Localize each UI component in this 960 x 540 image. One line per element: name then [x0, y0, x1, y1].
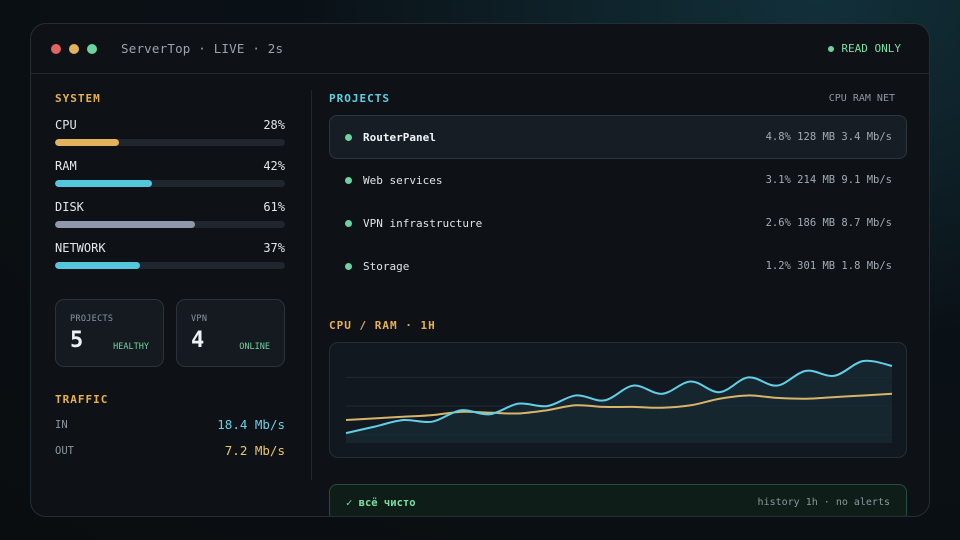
project-stats: 2.6% 186 MB 8.7 Mb/s: [765, 217, 892, 229]
metric-name: DISK: [55, 200, 84, 214]
project-status-dot-icon: [345, 262, 352, 270]
metric-value: 28%: [263, 118, 285, 132]
metric-ram: RAM 42%: [55, 159, 285, 187]
progress-track: [55, 180, 285, 187]
right-panel: PROJECTS CPU RAM NET RouterPanel 4.8% 12…: [329, 92, 907, 516]
projects-section-label: PROJECTS: [329, 92, 390, 105]
project-name: VPN infrastructure: [363, 216, 483, 230]
metric-value: 42%: [263, 159, 285, 173]
project-row[interactable]: VPN infrastructure 2.6% 186 MB 8.7 Mb/s: [329, 201, 907, 245]
card-label: PROJECTS: [70, 314, 114, 324]
title-bar: ServerTop · LIVE · 2s READ ONLY: [31, 24, 929, 74]
traffic-section: TRAFFIC IN 18.4 Mb/s OUT 7.2 Mb/s: [55, 393, 285, 458]
traffic-in-value: 18.4 Mb/s: [217, 417, 285, 432]
chart-line-ram: [345, 392, 893, 422]
left-panel: SYSTEM CPU 28% RAM 42% DISK 61% NETWOR: [55, 92, 285, 458]
read-only-label: READ ONLY: [841, 42, 901, 55]
chart-title: CPU / RAM · 1H: [329, 319, 436, 332]
progress-fill: [55, 180, 152, 187]
project-status-dot-icon: [345, 133, 352, 141]
status-dot-icon: [828, 45, 835, 52]
system-section-label: SYSTEM: [55, 92, 101, 105]
project-stats: 3.1% 214 MB 9.1 Mb/s: [765, 174, 892, 186]
traffic-out-value: 7.2 Mb/s: [224, 443, 285, 458]
panel-divider: [311, 90, 312, 480]
project-stats: 1.2% 301 MB 1.8 Mb/s: [765, 260, 892, 272]
chart-line-cpu: [345, 359, 893, 435]
card-status: HEALTHY: [113, 342, 149, 352]
progress-track: [55, 262, 285, 269]
project-name: Web services: [363, 173, 443, 187]
summary-cards: PROJECTS 5 HEALTHY VPN 4 ONLINE: [55, 299, 285, 367]
close-window-button[interactable]: [51, 43, 61, 54]
metric-cpu: CPU 28%: [55, 118, 285, 146]
read-only-badge: READ ONLY: [828, 42, 901, 55]
chart-area-cpu: [346, 360, 892, 443]
progress-fill: [55, 262, 141, 269]
project-row[interactable]: Web services 3.1% 214 MB 9.1 Mb/s: [329, 158, 907, 202]
project-name: RouterPanel: [363, 130, 436, 144]
metric-disk: DISK 61%: [55, 200, 285, 228]
project-name: Storage: [363, 259, 410, 273]
status-footer: ✓ всё чисто history 1h · no alerts: [329, 484, 907, 516]
projects-columns: CPU RAM NET: [828, 93, 895, 104]
chart-svg: [345, 359, 893, 443]
history-text: history 1h · no alerts: [757, 497, 890, 508]
projects-card[interactable]: PROJECTS 5 HEALTHY: [55, 299, 164, 367]
progress-fill: [55, 139, 120, 146]
project-status-dot-icon: [345, 176, 352, 184]
traffic-out-label: OUT: [55, 444, 74, 457]
app-title: ServerTop · LIVE · 2s: [121, 41, 284, 56]
metric-name: NETWORK: [55, 241, 106, 255]
progress-fill: [55, 221, 196, 228]
metric-name: RAM: [55, 159, 77, 173]
metric-value: 61%: [263, 200, 285, 214]
card-status: ONLINE: [239, 342, 270, 352]
card-label: VPN: [191, 314, 208, 324]
progress-track: [55, 221, 285, 228]
progress-track: [55, 139, 285, 146]
cpu-ram-chart: [329, 342, 907, 458]
traffic-section-label: TRAFFIC: [55, 393, 109, 406]
status-ok-text: ✓ всё чисто: [346, 496, 416, 509]
metric-value: 37%: [263, 241, 285, 255]
app-window: ServerTop · LIVE · 2s READ ONLY SYSTEM C…: [30, 23, 930, 517]
metric-network: NETWORK 37%: [55, 241, 285, 269]
card-value: 4: [191, 328, 205, 353]
traffic-out-row: OUT 7.2 Mb/s: [55, 443, 285, 458]
minimize-window-button[interactable]: [69, 43, 79, 54]
project-status-dot-icon: [345, 219, 352, 227]
project-stats: 4.8% 128 MB 3.4 Mb/s: [765, 131, 892, 143]
card-value: 5: [70, 328, 84, 353]
metric-name: CPU: [55, 118, 77, 132]
traffic-in-label: IN: [55, 418, 68, 431]
project-row[interactable]: RouterPanel 4.8% 128 MB 3.4 Mb/s: [329, 115, 907, 159]
projects-list: RouterPanel 4.8% 128 MB 3.4 Mb/s Web ser…: [329, 115, 907, 288]
project-row[interactable]: Storage 1.2% 301 MB 1.8 Mb/s: [329, 244, 907, 288]
maximize-window-button[interactable]: [87, 43, 97, 54]
traffic-in-row: IN 18.4 Mb/s: [55, 417, 285, 432]
projects-header: PROJECTS CPU RAM NET: [329, 92, 907, 105]
vpn-card[interactable]: VPN 4 ONLINE: [176, 299, 285, 367]
